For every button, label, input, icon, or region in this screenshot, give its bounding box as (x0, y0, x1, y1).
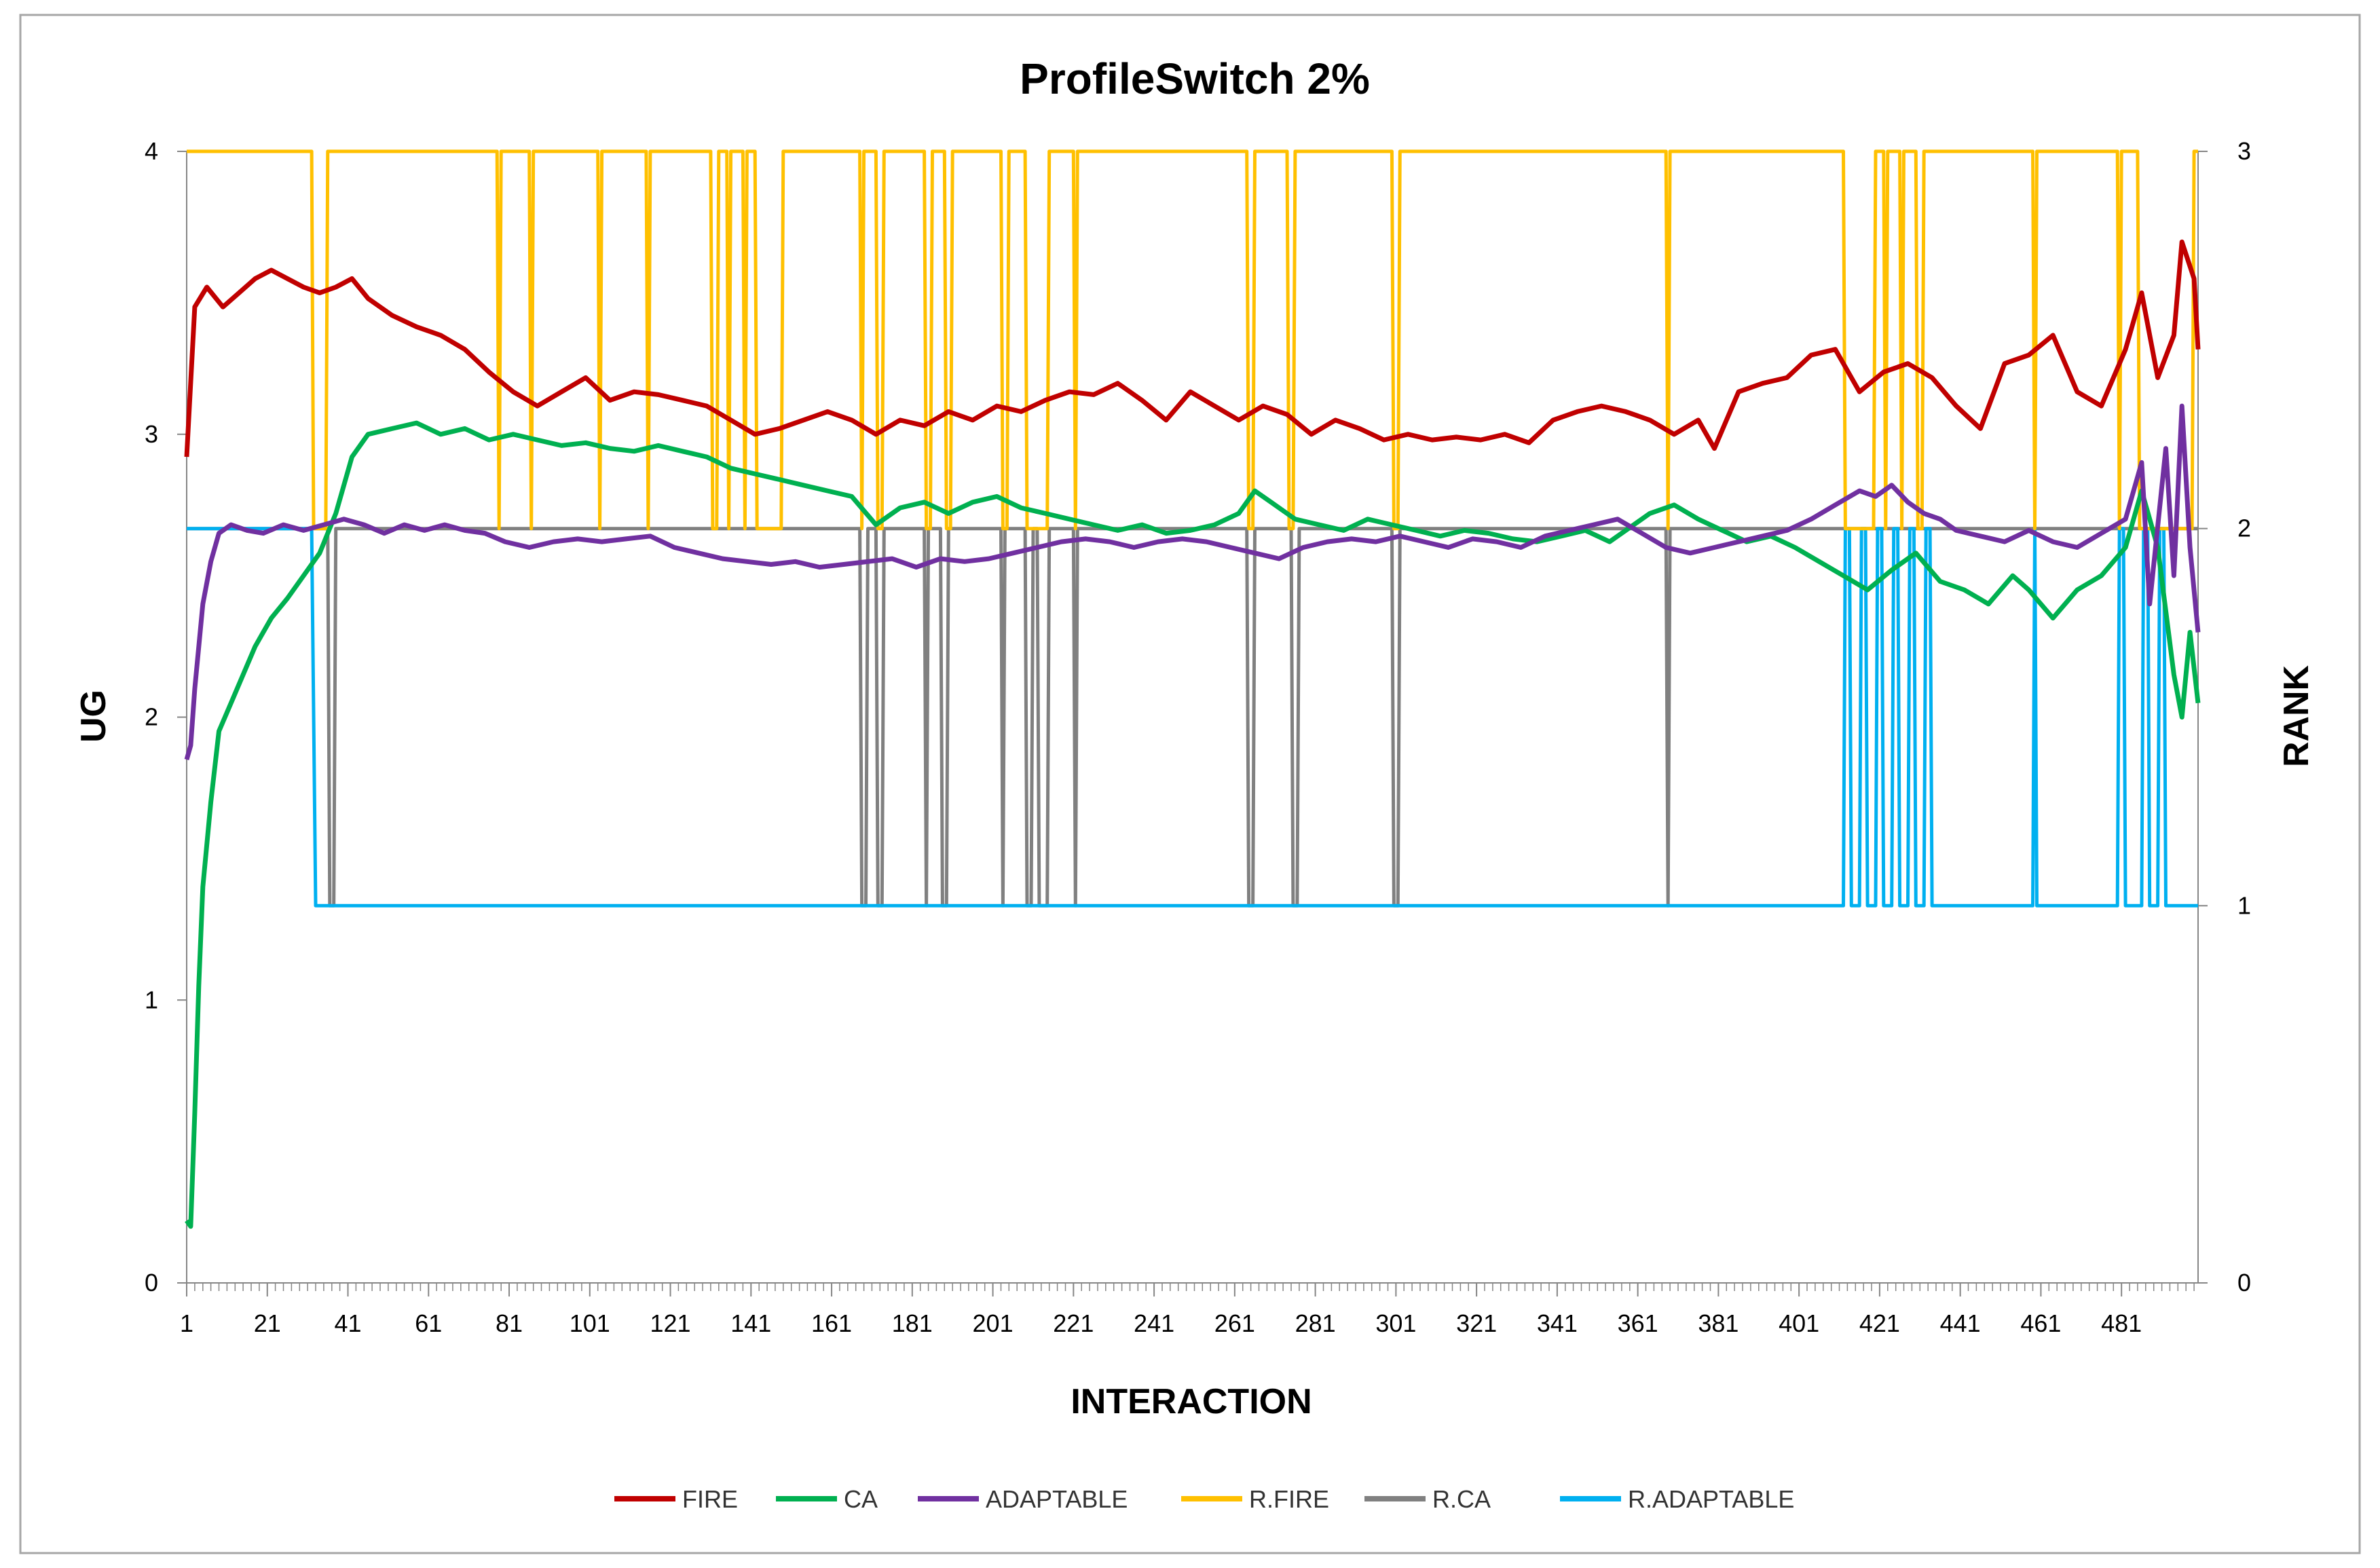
x-tick-label: 101 (570, 1309, 610, 1337)
x-tick-label: 161 (811, 1309, 852, 1337)
y-axis-title: UG (74, 690, 113, 743)
y-tick-label: 1 (145, 986, 158, 1013)
y-tick-label: 4 (145, 137, 158, 165)
y-tick-label: 3 (145, 420, 158, 448)
x-tick-label: 1 (180, 1309, 193, 1337)
x-tick-label: 441 (1940, 1309, 1981, 1337)
x-tick-label: 281 (1295, 1309, 1336, 1337)
x-tick-label: 241 (1134, 1309, 1174, 1337)
series-fire-line (184, 239, 2201, 458)
legend-label-r-ca: R.CA (1432, 1485, 1491, 1513)
x-tick-label: 481 (2101, 1309, 2142, 1337)
series-adaptable-line (184, 403, 2201, 760)
x-tick-label: 261 (1214, 1309, 1255, 1337)
legend: FIRE CA ADAPTABLE R.FIRE R.CA R.ADAPTABLE (614, 1485, 1794, 1513)
x-tick-label: 461 (2020, 1309, 2061, 1337)
legend-label-adaptable: ADAPTABLE (986, 1485, 1128, 1513)
chart-title: ProfileSwitch 2% (1020, 54, 1370, 103)
x-axis-title: INTERACTION (1071, 1382, 1312, 1421)
x-tick-label: 81 (496, 1309, 523, 1337)
y2-tick-label: 3 (2237, 137, 2251, 165)
x-tick-label: 401 (1779, 1309, 1819, 1337)
x-tick-label: 301 (1375, 1309, 1416, 1337)
x-tick-label: 61 (415, 1309, 442, 1337)
legend-label-r-adaptable: R.ADAPTABLE (1628, 1485, 1794, 1513)
x-tick-label: 21 (254, 1309, 281, 1337)
x-tick-label: 381 (1698, 1309, 1738, 1337)
chart-border (19, 14, 2361, 1554)
x-tick-label: 201 (973, 1309, 1014, 1337)
x-tick-label: 421 (1859, 1309, 1900, 1337)
series-r-fire-line (187, 149, 2198, 531)
legend-label-r-fire: R.FIRE (1249, 1485, 1329, 1513)
x-tick-label: 141 (730, 1309, 771, 1337)
y-tick-label: 0 (145, 1269, 158, 1296)
x-tick-label: 181 (892, 1309, 933, 1337)
x-tick-label: 41 (334, 1309, 361, 1337)
x-tick-label: 121 (650, 1309, 691, 1337)
x-tick-label: 321 (1456, 1309, 1497, 1337)
y2-tick-label: 0 (2237, 1269, 2251, 1296)
y-tick-label: 2 (145, 703, 158, 731)
y2-tick-label: 1 (2237, 891, 2251, 919)
y2-tick-label: 2 (2237, 515, 2251, 542)
y2-axis-title: RANK (2277, 665, 2316, 767)
legend-label-fire: FIRE (682, 1485, 738, 1513)
x-tick-label: 341 (1537, 1309, 1578, 1337)
x-tick-label: 221 (1053, 1309, 1094, 1337)
series-ca-line (185, 420, 2201, 1229)
x-tick-label: 361 (1618, 1309, 1658, 1337)
legend-label-ca: CA (844, 1485, 878, 1513)
